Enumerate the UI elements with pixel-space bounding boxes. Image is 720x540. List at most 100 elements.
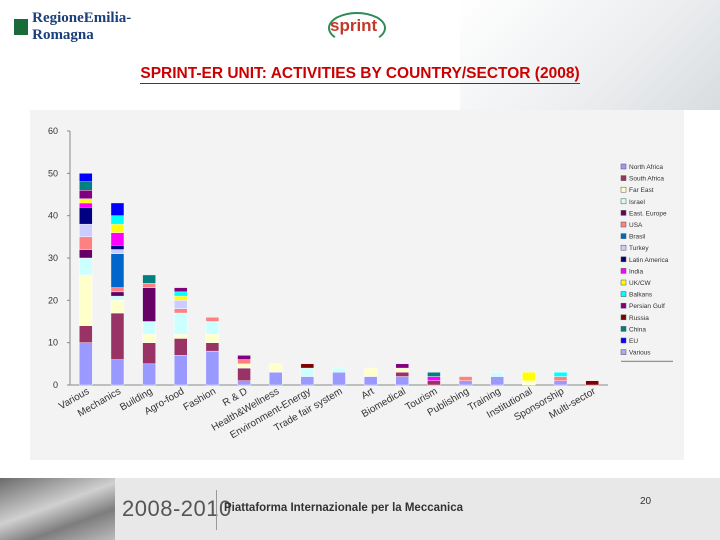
y-tick-label: 50 <box>48 168 58 178</box>
bar-segment <box>174 287 188 293</box>
bar-segment <box>110 359 125 386</box>
bar-segment <box>142 342 156 365</box>
corner-decoration <box>460 0 720 110</box>
footer-bar: 2008-2010 Piattaforma Internazionale per… <box>0 478 720 540</box>
page-title: SPRINT-ER UNIT: ACTIVITIES BY COUNTRY/SE… <box>0 65 720 84</box>
legend-swatch <box>620 349 627 355</box>
bar-segment <box>79 325 93 343</box>
legend-label: China <box>629 326 646 333</box>
bar-segment <box>142 287 156 322</box>
bar-segment <box>79 202 93 208</box>
bar-segment <box>174 355 188 386</box>
legend-swatch <box>620 326 627 332</box>
bar-segment <box>110 202 125 216</box>
sprint-logo: sprint <box>328 12 386 44</box>
bar-segment <box>79 223 93 238</box>
legend-swatch <box>620 268 627 274</box>
bar-segment <box>110 223 125 233</box>
bar-segment <box>174 291 188 297</box>
bar-segment <box>395 372 409 377</box>
bar-segment <box>332 372 346 386</box>
bar-segment <box>79 274 93 326</box>
bar-segment <box>269 372 283 386</box>
bar-segment <box>553 380 568 386</box>
bar-segment <box>142 334 156 343</box>
bar-segment <box>110 215 125 225</box>
page-number: 20 <box>640 496 652 507</box>
bar-segment <box>174 334 188 339</box>
bar-segment <box>205 350 220 386</box>
bar-segment <box>395 363 409 369</box>
bar-segment <box>174 300 188 310</box>
bar-segment <box>237 380 251 386</box>
legend-swatch <box>620 233 627 239</box>
bar-segment <box>395 367 409 373</box>
legend-label: Russia <box>629 315 649 322</box>
bar-segment <box>427 376 441 381</box>
bar-segment <box>79 181 93 191</box>
bar-segment <box>395 376 409 386</box>
y-tick-label: 20 <box>48 295 58 305</box>
y-tick-label: 60 <box>48 126 58 136</box>
bar-segment <box>79 206 93 225</box>
bar-segment <box>110 232 125 246</box>
bar-segment <box>490 372 504 377</box>
legend-label: South Africa <box>629 176 664 183</box>
legend-swatch <box>620 279 627 286</box>
legend-label: Far East <box>629 187 654 194</box>
bar-segment <box>205 321 220 335</box>
bar-segment <box>79 190 93 199</box>
y-tick-label: 40 <box>48 211 58 221</box>
footer-text: Piattaforma Internazionale per la Meccan… <box>224 502 464 514</box>
y-tick-label: 0 <box>53 380 58 390</box>
legend-swatch <box>620 186 627 193</box>
bar-segment <box>205 334 220 343</box>
legend-label: East. Europe <box>629 210 667 217</box>
legend-label: Israel <box>629 199 645 206</box>
bar-segment <box>110 291 125 297</box>
bar-segment <box>332 367 346 373</box>
bar-segment <box>142 274 156 284</box>
bar-segment <box>237 363 251 369</box>
legend-swatch <box>620 163 627 170</box>
bar-segment <box>110 312 125 360</box>
legend-swatch <box>620 302 627 309</box>
page-title-text: SPRINT-ER UNIT: ACTIVITIES BY COUNTRY/SE… <box>140 65 580 84</box>
bar-segment <box>427 380 441 386</box>
bar-segment <box>174 308 188 314</box>
legend-label: North Africa <box>629 164 663 171</box>
bar-segment <box>142 283 156 288</box>
bar-segment <box>110 295 125 301</box>
bar-segment <box>79 342 93 386</box>
bar-segment <box>553 376 568 381</box>
legend-label: Balkans <box>629 292 653 299</box>
bar-segment <box>363 376 378 386</box>
region-emblem-icon <box>14 19 29 35</box>
bar-segment <box>237 359 251 365</box>
legend-swatch <box>620 210 627 216</box>
bar-segment <box>522 380 536 386</box>
bar-segment <box>174 338 188 356</box>
bar-segment <box>110 249 125 254</box>
legend-label: Various <box>629 350 651 357</box>
bar-segment <box>205 317 220 322</box>
bar-segment <box>205 342 220 352</box>
bar-segment <box>110 253 125 288</box>
region-logo-text: RegioneEmilia-Romagna <box>32 10 132 43</box>
legend-label: Brasil <box>629 234 646 241</box>
bar-segment <box>237 367 251 381</box>
legend-swatch <box>620 244 627 251</box>
bar-segment <box>142 321 156 335</box>
bar-segment <box>300 367 315 377</box>
legend-label: Persian Gulf <box>629 303 665 310</box>
legend-label: Latin America <box>629 257 669 264</box>
y-tick-label: 10 <box>48 338 58 348</box>
bar-segment <box>79 257 93 276</box>
legend-swatch <box>620 221 627 228</box>
bar-segment <box>458 380 473 386</box>
bar-segment <box>174 295 188 301</box>
legend-swatch <box>620 256 627 263</box>
legend-swatch <box>620 291 627 297</box>
footer-years: 2008-2010 <box>122 496 232 521</box>
